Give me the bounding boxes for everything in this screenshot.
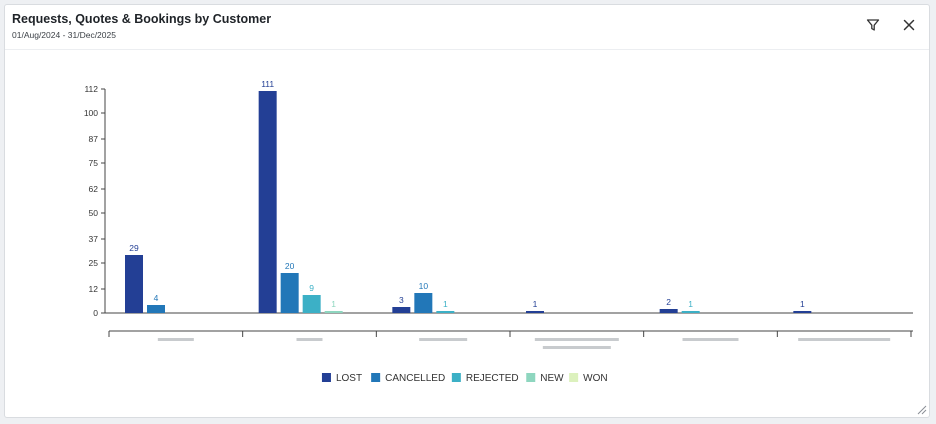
y-axis: 0 12 25 37 50 62 75 87 100 112 [84,84,106,318]
bar-value-label: 20 [285,261,295,271]
legend-swatch [321,373,331,382]
close-button[interactable] [899,15,919,35]
legend-swatch [526,373,536,382]
legend-label: WON [583,373,607,384]
bar [793,311,812,313]
filter-button[interactable] [863,15,883,35]
x-category-label-obscured [798,338,891,341]
bar [414,293,433,313]
close-icon [903,19,915,31]
date-range: 01/Aug/2024 - 31/Dec/2025 [12,30,116,40]
bar-value-label: 2 [666,297,671,307]
y-tick-label: 100 [84,108,98,118]
bar [125,255,143,313]
bar [280,273,299,313]
y-tick-label: 50 [89,208,99,218]
x-category-label-obscured [542,346,611,349]
y-tick-label: 75 [89,158,99,168]
y-tick-label: 0 [93,308,98,318]
bar-value-label: 3 [399,295,404,305]
y-tick-label: 112 [84,84,98,94]
bar-value-label: 1 [443,299,448,309]
resize-handle-icon[interactable] [915,403,927,415]
bars [105,91,913,314]
legend-label: NEW [540,373,564,384]
legend[interactable]: LOST CANCELLED REJECTED NEW WON [321,373,608,384]
bar [436,311,455,313]
bar [392,307,411,313]
x-category-label-obscured [682,338,739,341]
bar-value-label: 1 [331,299,336,309]
bar-value-label: 1 [800,299,805,309]
chart-card: Requests, Quotes & Bookings by Customer … [4,4,930,418]
x-category-label-obscured [419,338,468,341]
bar [324,311,343,313]
y-tick-label: 62 [89,184,99,194]
bar [302,295,321,313]
bar-value-label: 9 [309,283,314,293]
card-header: Requests, Quotes & Bookings by Customer … [5,5,929,50]
y-tick-label: 25 [89,258,99,268]
data-labels: 29 4 111 20 9 1 3 10 1 1 2 1 1 [129,79,805,309]
bar-value-label: 29 [129,243,139,253]
bar-value-label: 10 [419,281,429,291]
bar [681,311,700,313]
bar [147,305,165,313]
bar [258,91,277,313]
bar-value-label: 1 [533,299,538,309]
y-tick-label: 87 [89,134,99,144]
chart-title: Requests, Quotes & Bookings by Customer [12,12,272,26]
legend-swatch [371,373,381,382]
bar [526,311,544,313]
legend-label: LOST [336,373,362,384]
bar-value-label: 4 [154,293,159,303]
filter-icon [866,19,880,31]
y-tick-label: 12 [89,284,99,294]
x-category-label-obscured [534,338,619,341]
legend-swatch [451,373,461,382]
legend-swatch [569,373,579,382]
x-category-label-obscured [157,338,194,341]
legend-label: REJECTED [466,373,519,384]
bar [659,309,678,313]
bar-value-label: 111 [261,79,274,89]
x-category-label-obscured [296,338,323,341]
legend-label: CANCELLED [385,373,445,384]
bar-value-label: 1 [688,299,693,309]
y-tick-label: 37 [89,234,99,244]
x-axis [108,330,913,349]
